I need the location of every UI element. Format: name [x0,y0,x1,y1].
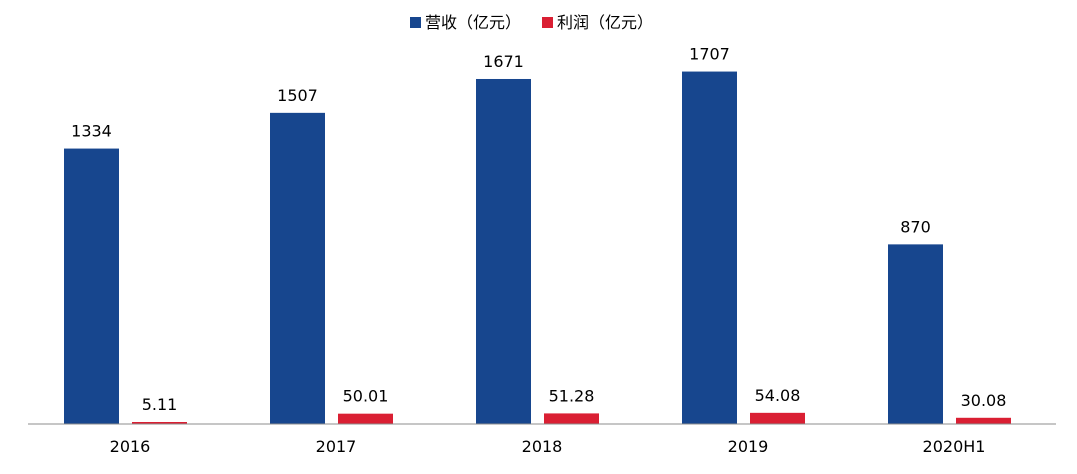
bar-revenue-2019 [682,71,737,425]
bar-profit-2020H1 [956,417,1011,424]
x-axis-tick-labels: 2016 2017 2018 2019 2020H1 [110,437,986,456]
value-label-profit-2019: 54.08 [755,386,801,405]
legend-label-revenue: 营收（亿元） [425,13,521,32]
bar-profit-2016 [132,422,187,424]
x-tick-label-2016: 2016 [110,437,151,456]
bar-profit-2019 [750,412,805,424]
value-label-revenue-2018: 1671 [483,52,524,71]
legend-swatch-profit [542,17,553,28]
value-label-profit-2020H1: 30.08 [961,391,1007,410]
bar-profit-2017 [338,413,393,424]
value-label-profit-2017: 50.01 [343,387,389,406]
bar-revenue-2018 [476,78,531,425]
bar-group [64,71,1011,425]
value-label-revenue-2019: 1707 [689,45,730,64]
value-label-profit-2016: 5.11 [142,395,178,414]
bar-revenue-2017 [270,112,325,425]
value-label-revenue-2020H1: 870 [900,217,931,236]
x-tick-label-2018: 2018 [522,437,563,456]
value-label-revenue-2017: 1507 [277,86,318,105]
legend-swatch-revenue [410,17,421,28]
chart-legend: 营收（亿元） 利润（亿元） [410,13,653,32]
x-tick-label-2020H1: 2020H1 [923,437,986,456]
bar-revenue-2016 [64,148,119,424]
bar-profit-2018 [544,413,599,424]
value-label-revenue-2016: 1334 [71,122,112,141]
x-tick-label-2019: 2019 [728,437,769,456]
bar-revenue-2020H1 [888,244,943,424]
value-labels: 1334 5.11 1507 50.01 1671 51.28 1707 54.08 870 30… [71,45,1006,414]
legend-label-profit: 利润（亿元） [557,13,653,32]
value-label-profit-2018: 51.28 [549,386,595,405]
x-tick-label-2017: 2017 [316,437,357,456]
